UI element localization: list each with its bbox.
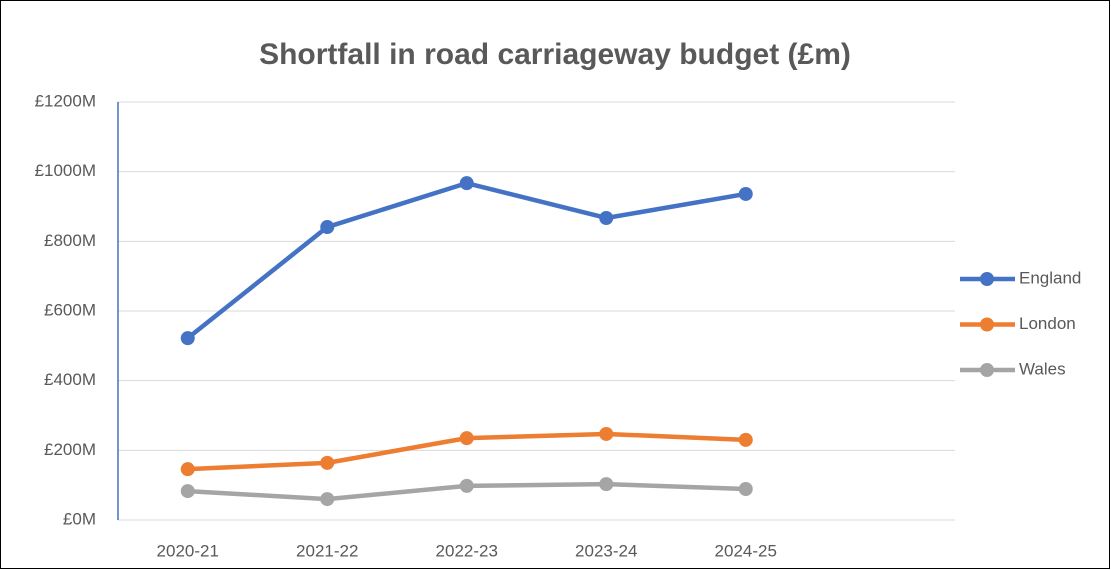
data-point [320, 492, 335, 507]
data-point [599, 426, 614, 441]
x-tick-label: 2021-22 [296, 541, 358, 560]
legend-label: England [1019, 268, 1081, 287]
data-point [459, 478, 474, 493]
data-point [180, 462, 195, 477]
data-point [459, 431, 474, 446]
legend-label: London [1019, 314, 1076, 333]
legend-marker [980, 363, 994, 377]
legend-marker [980, 317, 994, 332]
data-point [738, 186, 753, 201]
x-tick-label: 2020-21 [157, 541, 219, 560]
x-tick-label: 2023-24 [575, 541, 637, 560]
data-point [180, 331, 195, 346]
data-point [738, 481, 753, 496]
data-point [320, 455, 335, 470]
data-point [738, 432, 753, 447]
data-point [599, 477, 614, 492]
y-tick-label: £1000M [35, 161, 96, 180]
data-point [180, 484, 195, 499]
legend-marker [980, 272, 994, 286]
y-tick-label: £200M [44, 440, 96, 459]
data-point [599, 210, 614, 225]
chart-title: Shortfall in road carriageway budget (£m… [259, 38, 851, 71]
y-tick-label: £0M [63, 509, 96, 528]
y-tick-label: £800M [44, 231, 96, 250]
y-tick-label: £1200M [35, 91, 96, 110]
x-tick-label: 2022-23 [436, 541, 498, 560]
x-tick-label: 2024-25 [715, 541, 777, 560]
legend-label: Wales [1019, 359, 1066, 378]
y-tick-label: £600M [44, 300, 96, 319]
data-point [459, 176, 474, 191]
y-tick-label: £400M [44, 370, 96, 389]
data-point [320, 220, 335, 235]
